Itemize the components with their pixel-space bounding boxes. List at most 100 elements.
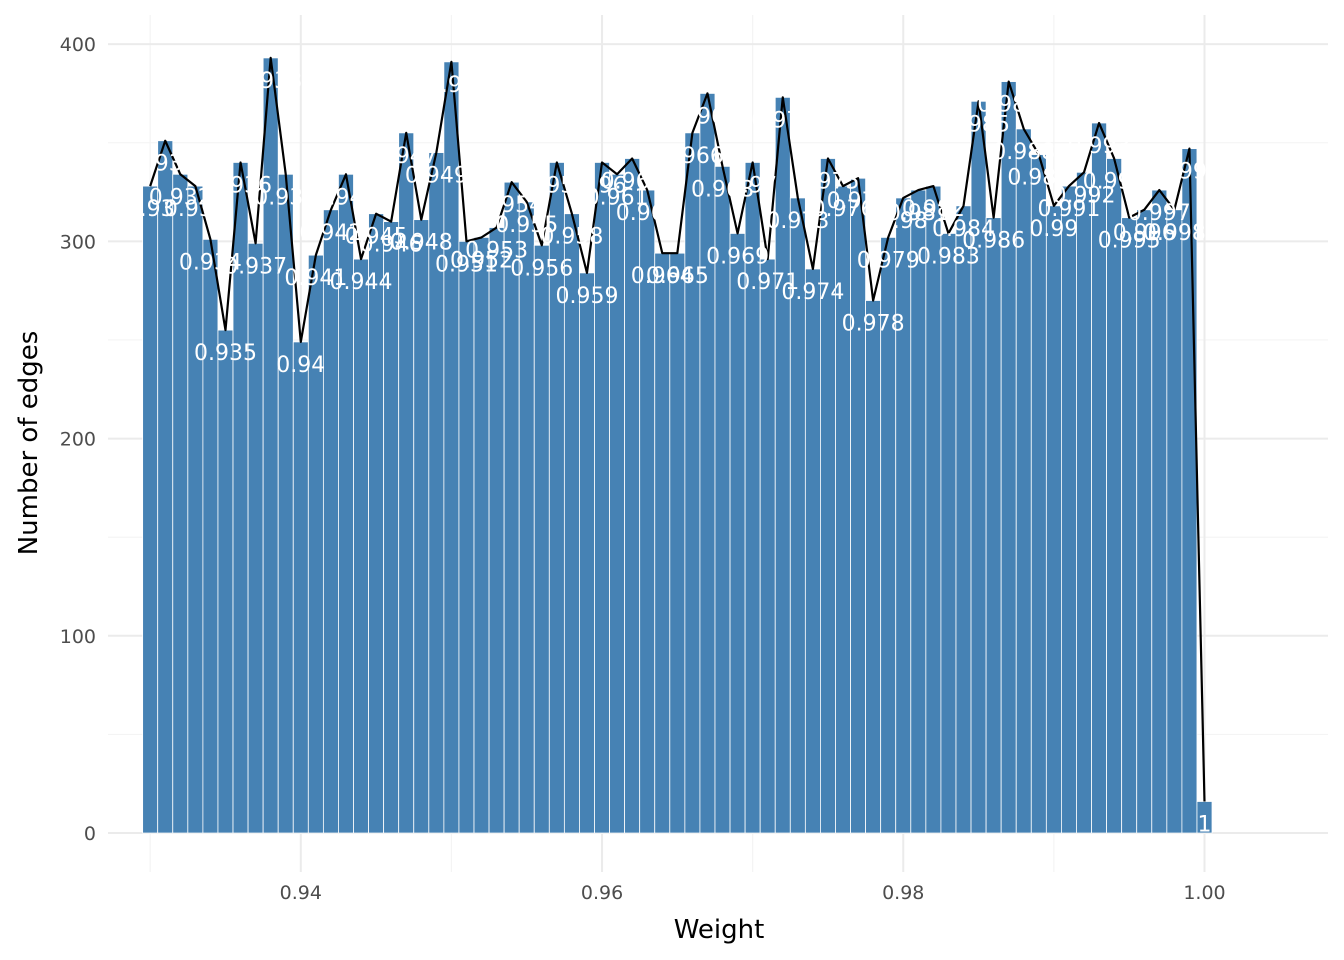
bar-value-label: 1 <box>1197 812 1211 837</box>
bar-value-label: 0.968 <box>691 177 754 202</box>
bar <box>955 205 972 834</box>
bar <box>925 185 942 834</box>
bar-value-label: 0.95 <box>427 73 476 98</box>
bar-value-label: 0.978 <box>842 312 905 337</box>
bar <box>850 177 867 834</box>
bar-value-label: 0.997 <box>1128 201 1191 226</box>
bar <box>518 201 535 834</box>
bar <box>865 300 882 834</box>
bar <box>699 93 716 834</box>
bar <box>1121 217 1138 834</box>
bar-value-label: 0.979 <box>857 248 920 273</box>
bar-value-label: 0.956 <box>510 256 573 281</box>
bar-value-label: 0.975 <box>796 169 859 194</box>
bar <box>1061 185 1077 834</box>
bar-value-label: 0.986 <box>962 229 1025 254</box>
trend-line <box>149 56 1206 802</box>
bar-value-label: 0.982 <box>902 197 965 222</box>
bar-value-label: 0.945 <box>345 225 408 250</box>
bar-value-label: 0.99 <box>1029 217 1078 242</box>
bar-value-label: 0.952 <box>450 248 513 273</box>
bar-value-label: 0.965 <box>646 264 709 289</box>
x-tick-label: 0.96 <box>581 882 623 904</box>
bar <box>368 213 385 834</box>
bar <box>729 233 746 834</box>
bar-value-label: 0.966 <box>661 144 724 169</box>
bar <box>142 185 159 834</box>
bar-value-label: 0.948 <box>390 231 453 256</box>
y-tick-label: 400 <box>60 34 96 56</box>
bar-value-label: 0.934 <box>179 250 242 275</box>
bar <box>624 158 641 834</box>
bar <box>970 100 987 834</box>
bar-value-label: 0.949 <box>405 164 468 189</box>
bar <box>473 236 490 834</box>
bar-value-label: 0.971 <box>736 270 799 295</box>
bar-value-label: 0.984 <box>932 217 995 242</box>
bar-value-label: 0.938 <box>239 69 302 94</box>
bar-value-label: 0.942 <box>299 221 362 246</box>
bar <box>1136 209 1153 834</box>
bar <box>820 158 836 834</box>
bar <box>1166 209 1183 834</box>
bar <box>533 244 550 834</box>
bar-value-label: 0.955 <box>495 213 558 238</box>
bar <box>654 252 671 834</box>
bar <box>594 162 610 834</box>
x-tick-label: 0.94 <box>280 882 322 904</box>
bar <box>1076 171 1092 834</box>
bar-value-label: 0.962 <box>601 169 664 194</box>
bar <box>684 132 701 834</box>
bar <box>1151 189 1168 834</box>
bar-value-label: 0.954 <box>480 193 543 218</box>
bar-value-label: 0.963 <box>616 201 679 226</box>
bar-value-label: 0.935 <box>194 341 257 366</box>
bar-value-label: 0.958 <box>540 225 603 250</box>
bar-value-label: 0.937 <box>224 254 287 279</box>
bar-value-label: 0.983 <box>917 244 980 269</box>
x-tick-label: 0.98 <box>882 882 924 904</box>
bar-value-label: 0.974 <box>781 280 844 305</box>
bar <box>217 329 234 834</box>
bar <box>1030 154 1047 834</box>
bar-value-label: 0.946 <box>360 233 423 258</box>
x-tick-label: 1.00 <box>1183 882 1225 904</box>
x-axis-ticks: 0.94 0.96 0.98 1.00 <box>280 882 1226 904</box>
bar-value-label: 0.951 <box>435 252 498 277</box>
bar <box>202 238 219 834</box>
bar-value-label: 0.944 <box>330 270 393 295</box>
bar <box>322 209 339 834</box>
bar <box>247 242 264 834</box>
bar <box>292 341 309 834</box>
bar-value-label: 0.953 <box>465 239 528 264</box>
bar-value-label: 0.973 <box>766 209 829 234</box>
bar-value-label: 0.995 <box>1098 229 1161 254</box>
bar-value-label: 0.996 <box>1113 221 1176 246</box>
bar-value-label: 0.972 <box>751 108 814 133</box>
bar <box>759 258 776 834</box>
bar-value-label: 0.994 <box>1083 169 1146 194</box>
bar-value-label: 0.976 <box>812 197 875 222</box>
bar-value-label: 0.961 <box>586 185 649 210</box>
bar-value-label: 0.93 <box>126 197 175 222</box>
bar <box>458 240 475 834</box>
y-tick-label: 0 <box>84 823 96 845</box>
bar-value-label: 0.98 <box>879 209 928 234</box>
bar-labels: 0.930.9310.9320.9330.9340.9350.9360.9370… <box>126 69 1221 838</box>
bar <box>910 189 927 834</box>
bar-value-label: 0.992 <box>1053 183 1116 208</box>
bar-value-label: 0.939 <box>254 185 317 210</box>
y-axis-ticks: 0 100 200 300 400 <box>60 34 96 845</box>
bar <box>413 219 430 834</box>
y-tick-label: 200 <box>60 429 96 451</box>
bar-value-label: 0.941 <box>284 266 347 291</box>
bar <box>669 252 686 834</box>
bar <box>985 217 1002 834</box>
bar-value-label: 0.947 <box>375 144 438 169</box>
bar-value-label: 0.981 <box>887 201 950 226</box>
bar-value-label: 0.931 <box>134 152 197 177</box>
y-tick-label: 100 <box>60 626 96 648</box>
bar-value-label: 0.999 <box>1158 160 1221 185</box>
bar-value-label: 0.943 <box>314 185 377 210</box>
